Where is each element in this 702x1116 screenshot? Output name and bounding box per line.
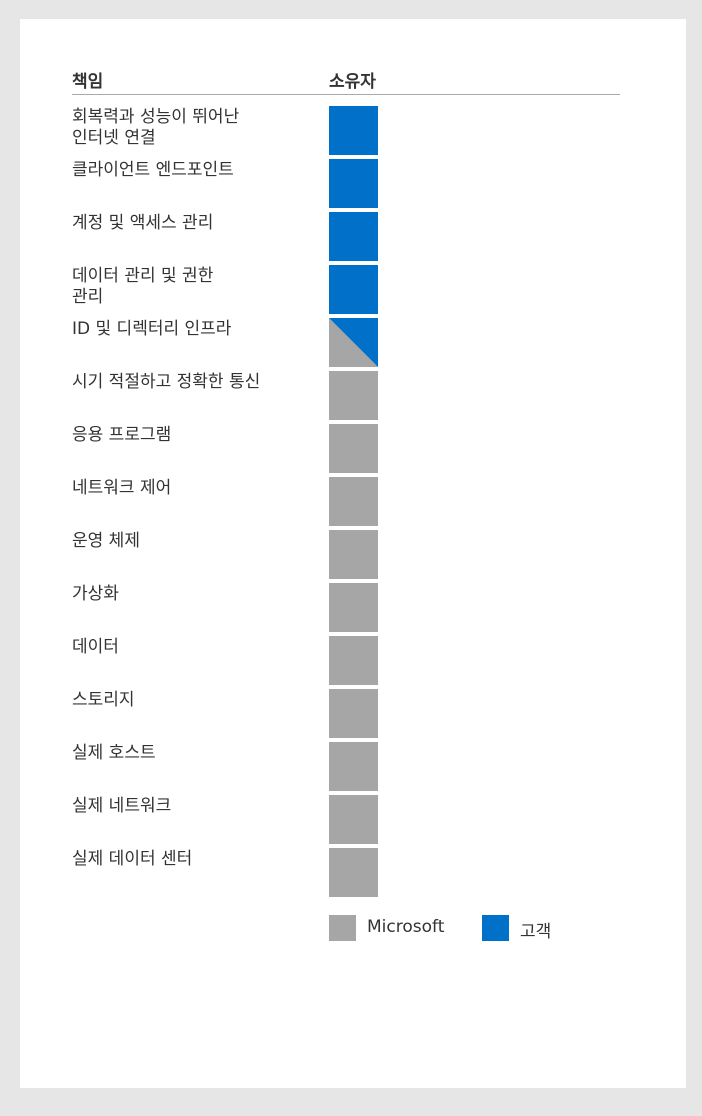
legend-customer-label: 고객 — [520, 922, 552, 942]
row-label: ID 및 디렉터리 인프라 — [72, 319, 232, 339]
row-label: 가상화 — [72, 584, 119, 604]
owner-cell-customer — [329, 212, 378, 261]
row-label: 회복력과 성능이 뛰어난 인터넷 연결 — [72, 107, 240, 148]
header-divider — [72, 94, 620, 95]
owner-cell-customer — [329, 265, 378, 314]
owner-fill — [329, 795, 378, 844]
owner-fill — [329, 530, 378, 579]
owner-fill — [329, 689, 378, 738]
legend-microsoft-label: Microsoft — [367, 917, 445, 937]
owner-cell-customer — [329, 159, 378, 208]
owner-fill — [329, 848, 378, 897]
legend-microsoft-swatch — [329, 915, 356, 941]
owner-cell-microsoft — [329, 477, 378, 526]
owner-cell-microsoft — [329, 795, 378, 844]
owner-cell-microsoft — [329, 636, 378, 685]
owner-fill — [329, 583, 378, 632]
owner-fill — [329, 265, 378, 314]
responsibility-header: 책임 — [72, 72, 104, 92]
owner-cell-customer — [329, 106, 378, 155]
row-label: 실제 네트워크 — [72, 796, 172, 816]
owner-fill — [329, 742, 378, 791]
owner-fill — [329, 477, 378, 526]
row-label: 네트워크 제어 — [72, 478, 172, 498]
owner-fill — [329, 212, 378, 261]
owner-cell-microsoft — [329, 371, 378, 420]
row-label: 실제 데이터 센터 — [72, 849, 193, 869]
owner-cell-microsoft — [329, 742, 378, 791]
owner-cell-shared — [329, 318, 378, 367]
owner-fill — [329, 424, 378, 473]
owner-cell-microsoft — [329, 848, 378, 897]
owner-fill — [329, 371, 378, 420]
row-label: 운영 체제 — [72, 531, 140, 551]
owner-cell-microsoft — [329, 689, 378, 738]
owner-cell-microsoft — [329, 424, 378, 473]
owner-fill — [329, 159, 378, 208]
row-label: 데이터 관리 및 권한 관리 — [72, 266, 214, 307]
row-label: 실제 호스트 — [72, 743, 156, 763]
legend-customer-swatch — [482, 915, 509, 941]
row-label: 시기 적절하고 정확한 통신 — [72, 372, 261, 392]
row-label: 데이터 — [72, 637, 119, 657]
row-label: 계정 및 액세스 관리 — [72, 213, 214, 233]
row-label: 응용 프로그램 — [72, 425, 172, 445]
owner-cell-microsoft — [329, 530, 378, 579]
row-label: 스토리지 — [72, 690, 135, 710]
owner-header: 소유자 — [329, 72, 376, 92]
row-label: 클라이언트 엔드포인트 — [72, 160, 234, 180]
owner-fill — [329, 636, 378, 685]
shared-customer-half — [329, 318, 378, 367]
owner-fill — [329, 106, 378, 155]
owner-cell-microsoft — [329, 583, 378, 632]
